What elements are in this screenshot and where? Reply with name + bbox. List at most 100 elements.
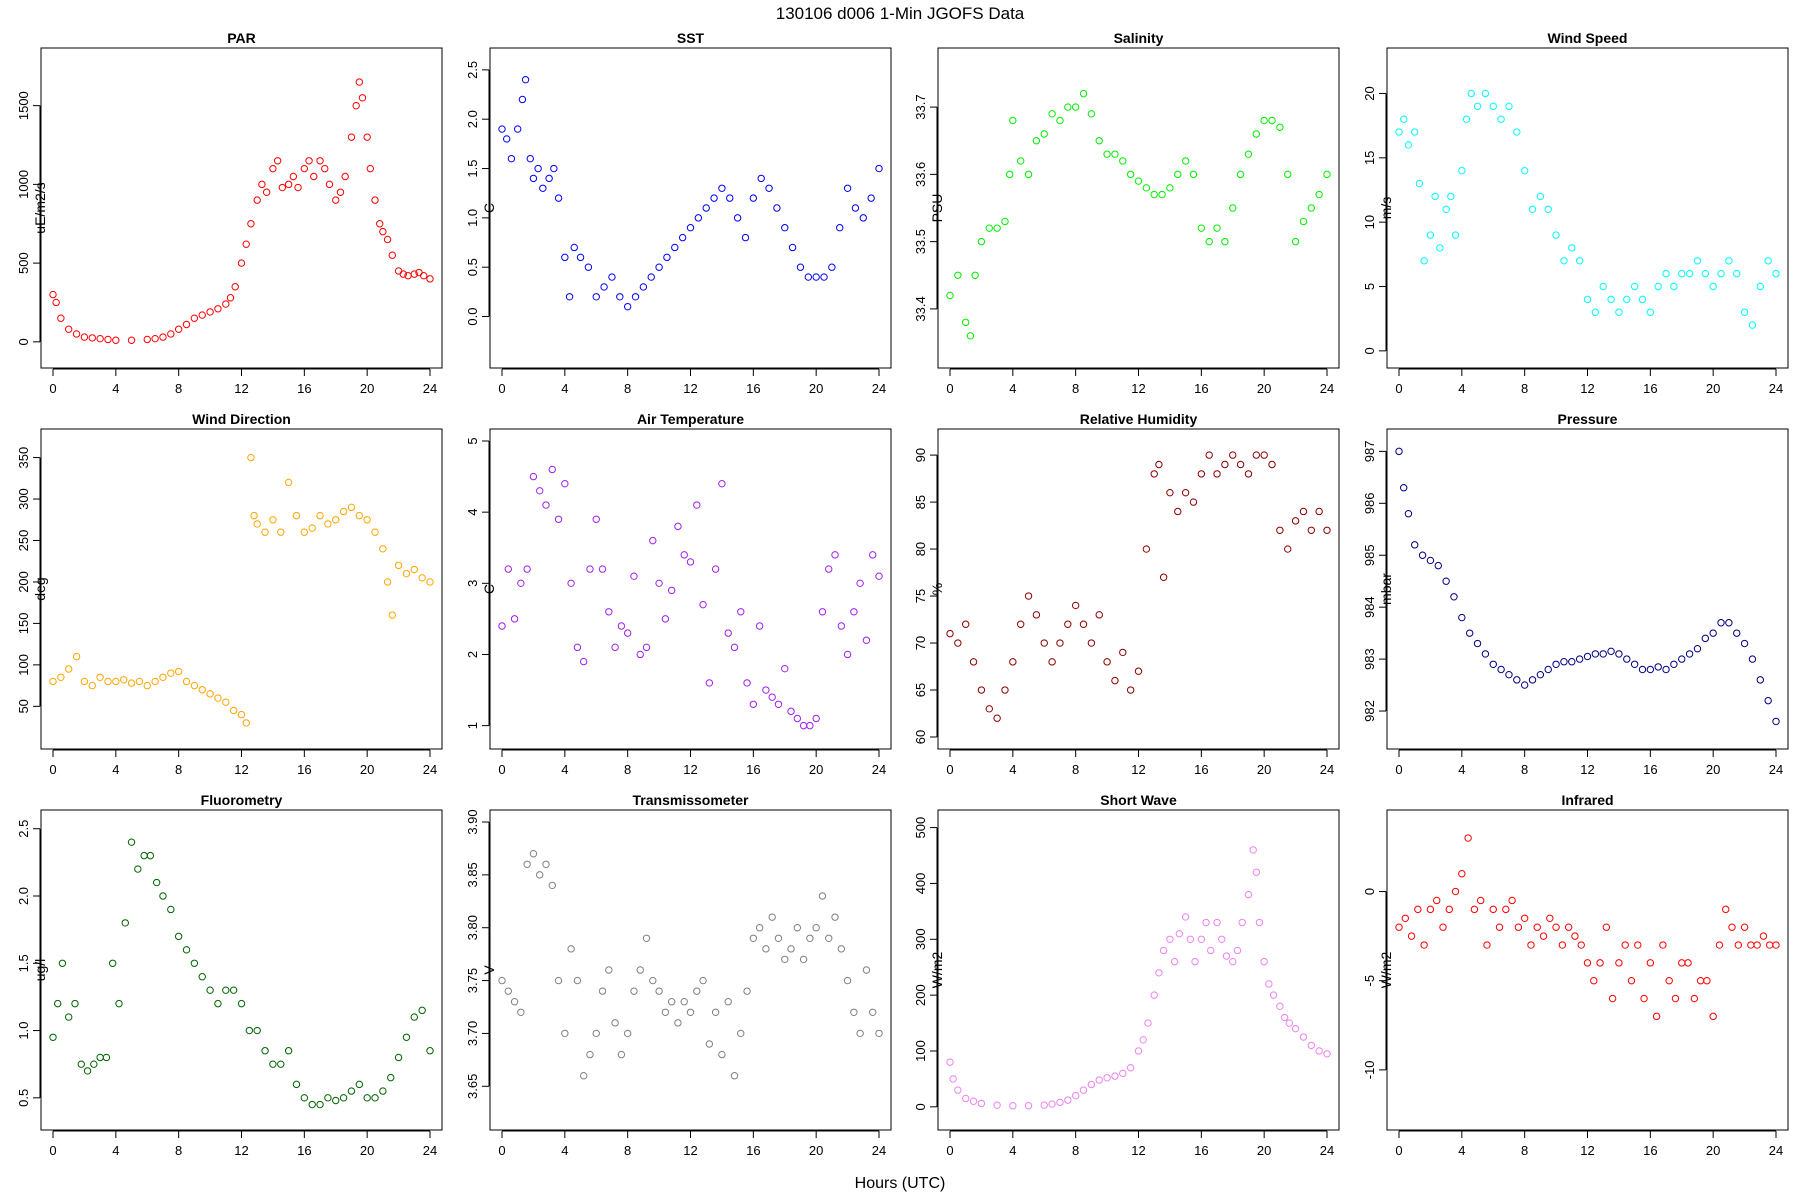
y-tick-label: 100 <box>913 1040 928 1062</box>
data-point <box>796 263 805 271</box>
x-tick-label: 0 <box>49 1143 56 1158</box>
data-point <box>1481 89 1490 98</box>
data-point <box>1040 130 1048 138</box>
data-point <box>1607 295 1615 304</box>
data-point <box>1756 282 1764 291</box>
x-tick-label: 20 <box>809 762 823 777</box>
data-point <box>1473 639 1482 648</box>
data-point <box>1016 620 1025 628</box>
data-point <box>1544 665 1552 674</box>
data-point <box>567 945 575 953</box>
data-point <box>954 271 962 279</box>
y-tick-label: 20 <box>1362 86 1377 100</box>
data-point <box>1599 282 1607 291</box>
data-point <box>649 536 657 545</box>
panel-title: PAR <box>227 30 256 46</box>
data-point <box>1181 913 1190 921</box>
data-point <box>127 336 136 344</box>
data-point <box>705 1040 714 1048</box>
y-tick-label: 60 <box>913 730 928 744</box>
data-point <box>741 233 750 242</box>
x-tick-label: 12 <box>1580 381 1594 396</box>
data-point <box>966 332 975 340</box>
data-point <box>667 586 676 595</box>
data-point <box>636 650 644 659</box>
data-point <box>278 183 287 192</box>
data-point <box>127 679 136 687</box>
data-point <box>630 987 638 995</box>
data-point <box>1229 204 1237 212</box>
data-point <box>347 1087 356 1095</box>
data-point <box>1213 224 1221 232</box>
y-tick-label: -10 <box>1362 1060 1377 1079</box>
data-point <box>1634 941 1642 949</box>
x-axis: 0 4 8 12 16 20 24 <box>498 749 886 777</box>
y-axis-label: m/s <box>1378 197 1394 220</box>
data-point <box>1009 1102 1017 1110</box>
data-point <box>1197 470 1206 478</box>
data-point <box>567 579 575 588</box>
data-point <box>83 1067 92 1075</box>
series-points <box>49 453 434 727</box>
data-point <box>332 1096 340 1105</box>
data-point <box>1552 231 1560 239</box>
panel-infrared: Infrared 0 4 8 12 16 20 24 -10 -5 0 W/m2 <box>1362 792 1789 1158</box>
data-point <box>245 1026 254 1035</box>
y-tick-label: 987 <box>1362 441 1377 463</box>
data-point <box>702 204 710 212</box>
data-point <box>1489 660 1497 668</box>
data-point <box>394 561 403 570</box>
data-point <box>724 629 732 637</box>
x-tick-label: 0 <box>1395 762 1402 777</box>
y-axis-label: PSU <box>929 194 945 223</box>
x-tick-label: 0 <box>498 381 505 396</box>
y-tick-label: 983 <box>1362 648 1377 670</box>
data-point <box>1536 192 1545 201</box>
data-point <box>765 184 773 192</box>
data-point <box>104 335 112 344</box>
data-point <box>324 1094 332 1102</box>
data-point <box>611 1019 619 1027</box>
data-point <box>1615 650 1623 658</box>
data-point <box>993 1101 1001 1109</box>
data-point <box>1740 923 1749 931</box>
data-point <box>261 1047 269 1055</box>
x-tick-label: 16 <box>746 762 760 777</box>
data-point <box>336 188 345 196</box>
data-point <box>1009 658 1017 666</box>
data-point <box>253 196 261 204</box>
data-point <box>617 622 626 630</box>
data-point <box>159 892 167 900</box>
y-tick-label: 1.0 <box>16 1022 31 1040</box>
data-point <box>418 1006 426 1015</box>
data-point <box>592 515 600 523</box>
data-point <box>49 677 57 686</box>
data-point <box>222 986 230 994</box>
data-point <box>112 677 120 686</box>
series-points <box>1395 447 1780 726</box>
data-point <box>214 999 222 1008</box>
data-point <box>1678 959 1686 967</box>
data-point <box>550 164 558 173</box>
data-point <box>561 253 569 262</box>
data-point <box>1024 1102 1033 1110</box>
x-tick-label: 4 <box>112 762 119 777</box>
x-tick-label: 20 <box>360 1143 374 1158</box>
data-point <box>1255 918 1264 927</box>
y-axis-label: mbar <box>1378 573 1394 605</box>
y-tick-label: 3.70 <box>465 1021 480 1046</box>
data-point <box>198 686 206 694</box>
panel-title: SST <box>677 30 705 46</box>
data-point <box>1119 157 1127 165</box>
data-point <box>121 919 129 927</box>
data-point <box>576 253 585 262</box>
data-point <box>1071 1091 1080 1100</box>
x-tick-label: 4 <box>561 762 568 777</box>
y-axis: 0 500 1000 1500 <box>16 91 41 345</box>
x-axis: 0 4 8 12 16 20 24 <box>1395 368 1783 396</box>
data-point <box>1048 658 1056 666</box>
data-point <box>788 243 797 252</box>
data-point <box>1238 918 1246 927</box>
data-point <box>242 240 250 248</box>
data-point <box>1260 451 1268 459</box>
